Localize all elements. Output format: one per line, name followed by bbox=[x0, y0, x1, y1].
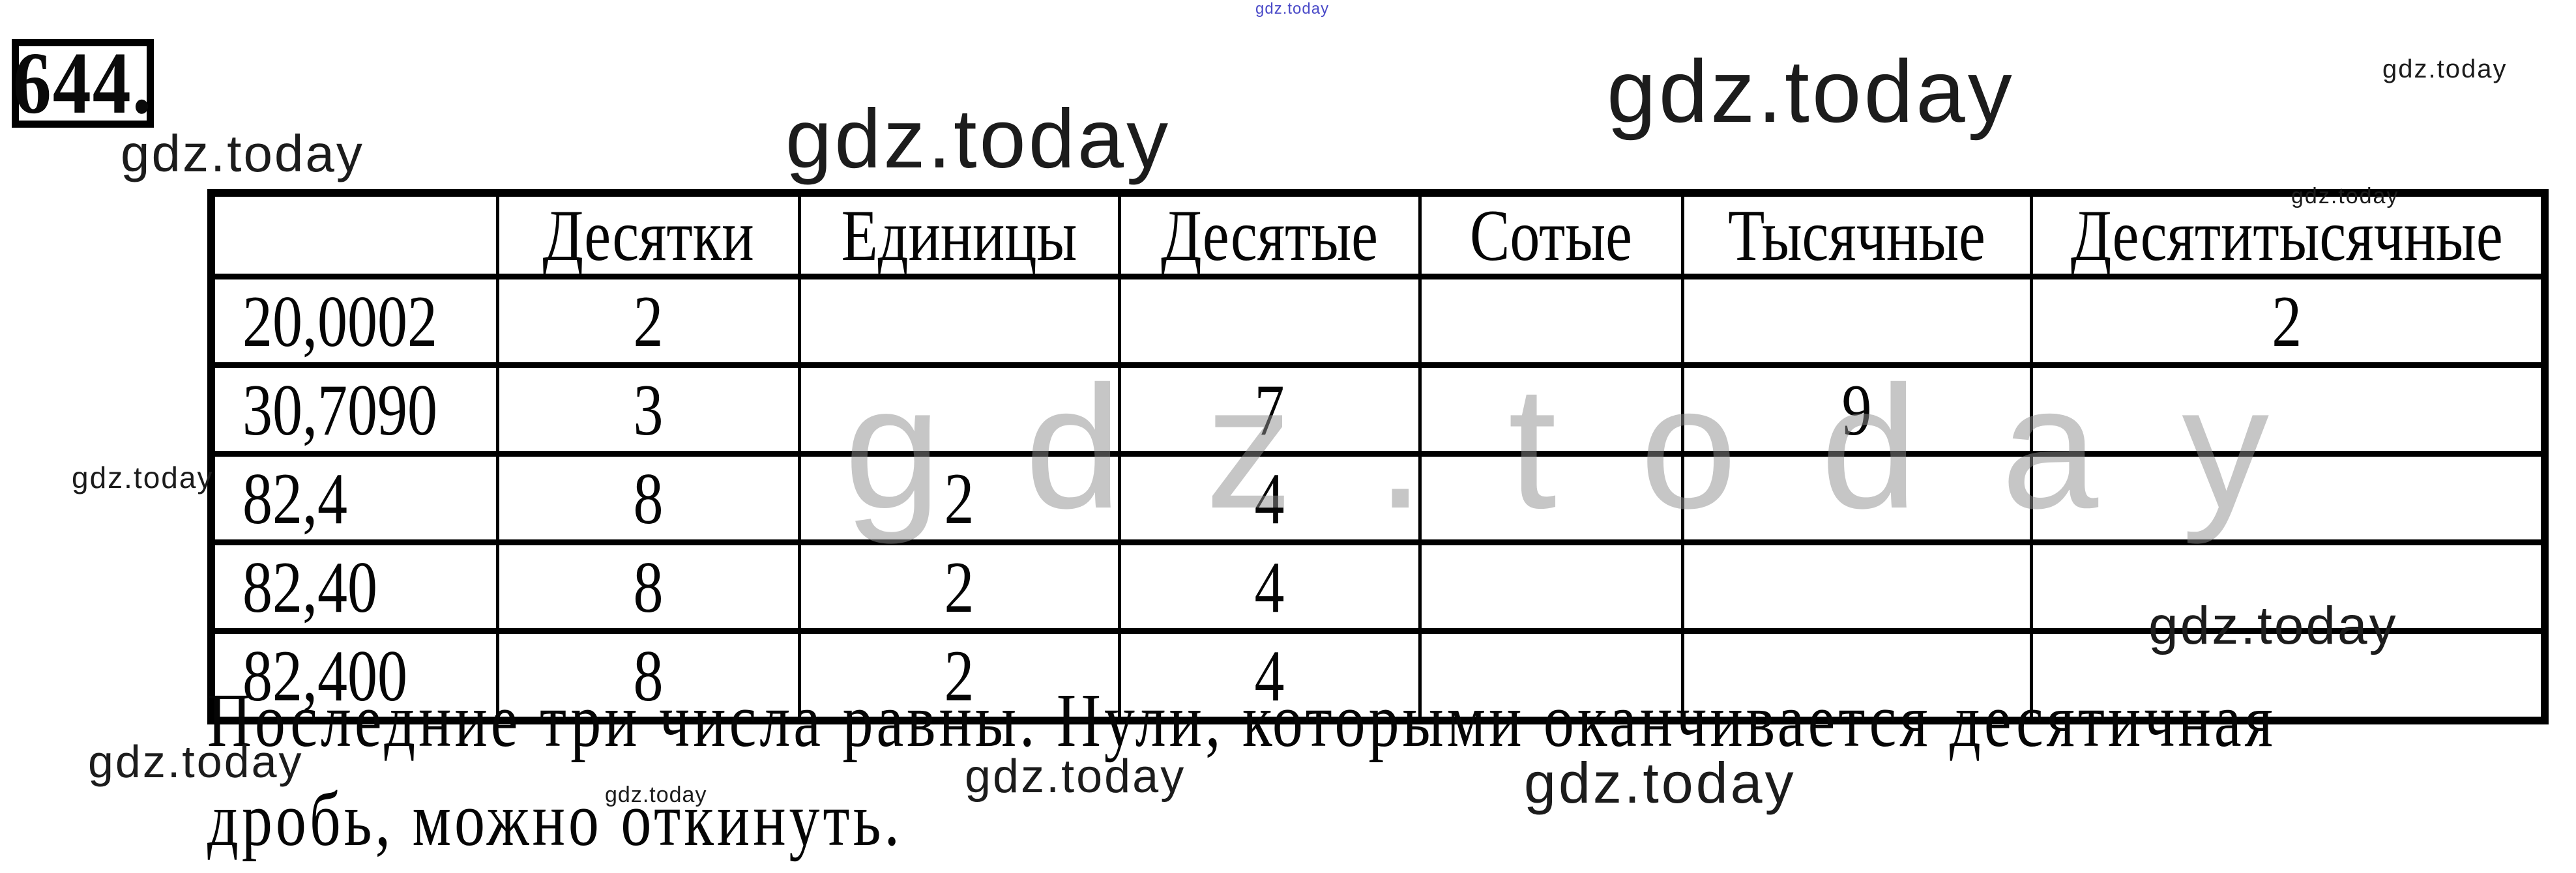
watermark-gdz-today: gdz.today bbox=[2291, 184, 2399, 208]
table-cell: 4 bbox=[1117, 628, 1422, 724]
table-cell bbox=[1117, 274, 1422, 368]
decimal-place-value-table: Десятки Единицы Десятые Сотые Тысячные Д… bbox=[207, 189, 2549, 724]
table-row: 82,40 8 2 4 bbox=[209, 539, 2547, 634]
column-header-ten-thousandths: Десятитысячные bbox=[2029, 190, 2547, 279]
table-cell bbox=[1680, 274, 2033, 368]
column-header-empty bbox=[209, 190, 499, 279]
watermark-gdz-today: gdz.today bbox=[72, 461, 214, 494]
table-cell: 2 bbox=[797, 628, 1121, 724]
table-row: 82,400 8 2 4 bbox=[209, 628, 2547, 724]
watermark-gdz-today: gdz.today bbox=[1607, 42, 2015, 141]
table-cell: 2 bbox=[495, 274, 801, 368]
table-cell: 8 bbox=[495, 539, 801, 634]
table-cell bbox=[2029, 451, 2547, 545]
table-cell bbox=[2029, 628, 2547, 724]
row-label-cell: 30,7090 bbox=[209, 362, 499, 457]
row-label-cell: 82,400 bbox=[209, 628, 499, 724]
table-cell: 2 bbox=[2029, 274, 2547, 368]
table-cell: 7 bbox=[1117, 362, 1422, 457]
table-cell bbox=[1418, 451, 1684, 545]
table-cell bbox=[797, 274, 1121, 368]
problem-number-box: 644. bbox=[12, 39, 154, 128]
table-cell bbox=[1680, 539, 2033, 634]
table-cell bbox=[1418, 628, 1684, 724]
answer-text-line-2: дробь, можно откинуть. bbox=[207, 777, 903, 862]
problem-number: 644. bbox=[12, 34, 153, 132]
table-cell: 8 bbox=[495, 628, 801, 724]
table-cell bbox=[1680, 628, 2033, 724]
table-cell: 4 bbox=[1117, 539, 1422, 634]
table-cell bbox=[2029, 539, 2547, 634]
table-cell: 4 bbox=[1117, 451, 1422, 545]
table-row: 20,0002 2 2 bbox=[209, 274, 2547, 368]
table-cell bbox=[1680, 451, 2033, 545]
row-label-cell: 20,0002 bbox=[209, 274, 499, 368]
watermark-gdz-today: gdz.today bbox=[965, 751, 1186, 803]
watermark-gdz-today: gdz.today bbox=[1524, 751, 1796, 815]
table-cell bbox=[2029, 362, 2547, 457]
watermark-gdz-today: gdz.today bbox=[88, 736, 304, 787]
table-cell bbox=[1418, 274, 1684, 368]
row-label-cell: 82,40 bbox=[209, 539, 499, 634]
answer-text-line-1: Последние три числа равны. Нули, которым… bbox=[207, 678, 2276, 763]
table-cell bbox=[797, 362, 1121, 457]
watermark-gdz-today-faint: gdz.today bbox=[844, 349, 2353, 545]
table-cell bbox=[1418, 362, 1684, 457]
table-row: 82,4 8 2 4 bbox=[209, 451, 2547, 545]
watermark-gdz-today: gdz.today bbox=[121, 124, 364, 182]
watermark-gdz-today: gdz.today bbox=[2382, 55, 2508, 83]
column-header-tenths: Десятые bbox=[1117, 190, 1422, 279]
watermark-gdz-today: gdz.today bbox=[785, 93, 1171, 186]
column-header-thousandths: Тысячные bbox=[1680, 190, 2033, 279]
table-row: 30,7090 3 7 9 bbox=[209, 362, 2547, 457]
watermark-gdz-today: gdz.today bbox=[605, 782, 707, 807]
table-cell bbox=[1418, 539, 1684, 634]
column-header-units: Единицы bbox=[797, 190, 1121, 279]
watermark-gdz-today: gdz.today bbox=[2148, 596, 2398, 655]
row-label-cell: 82,4 bbox=[209, 451, 499, 545]
table-cell: 3 bbox=[495, 362, 801, 457]
table-cell: 9 bbox=[1680, 362, 2033, 457]
column-header-hundredths: Сотые bbox=[1418, 190, 1684, 279]
table-cell: 2 bbox=[797, 539, 1121, 634]
column-header-tens: Десятки bbox=[495, 190, 801, 279]
header-row: Десятки Единицы Десятые Сотые Тысячные Д… bbox=[209, 190, 2547, 279]
table-cell: 8 bbox=[495, 451, 801, 545]
watermark-gdz-today: gdz.today bbox=[1255, 0, 1330, 18]
table-cell: 2 bbox=[797, 451, 1121, 545]
